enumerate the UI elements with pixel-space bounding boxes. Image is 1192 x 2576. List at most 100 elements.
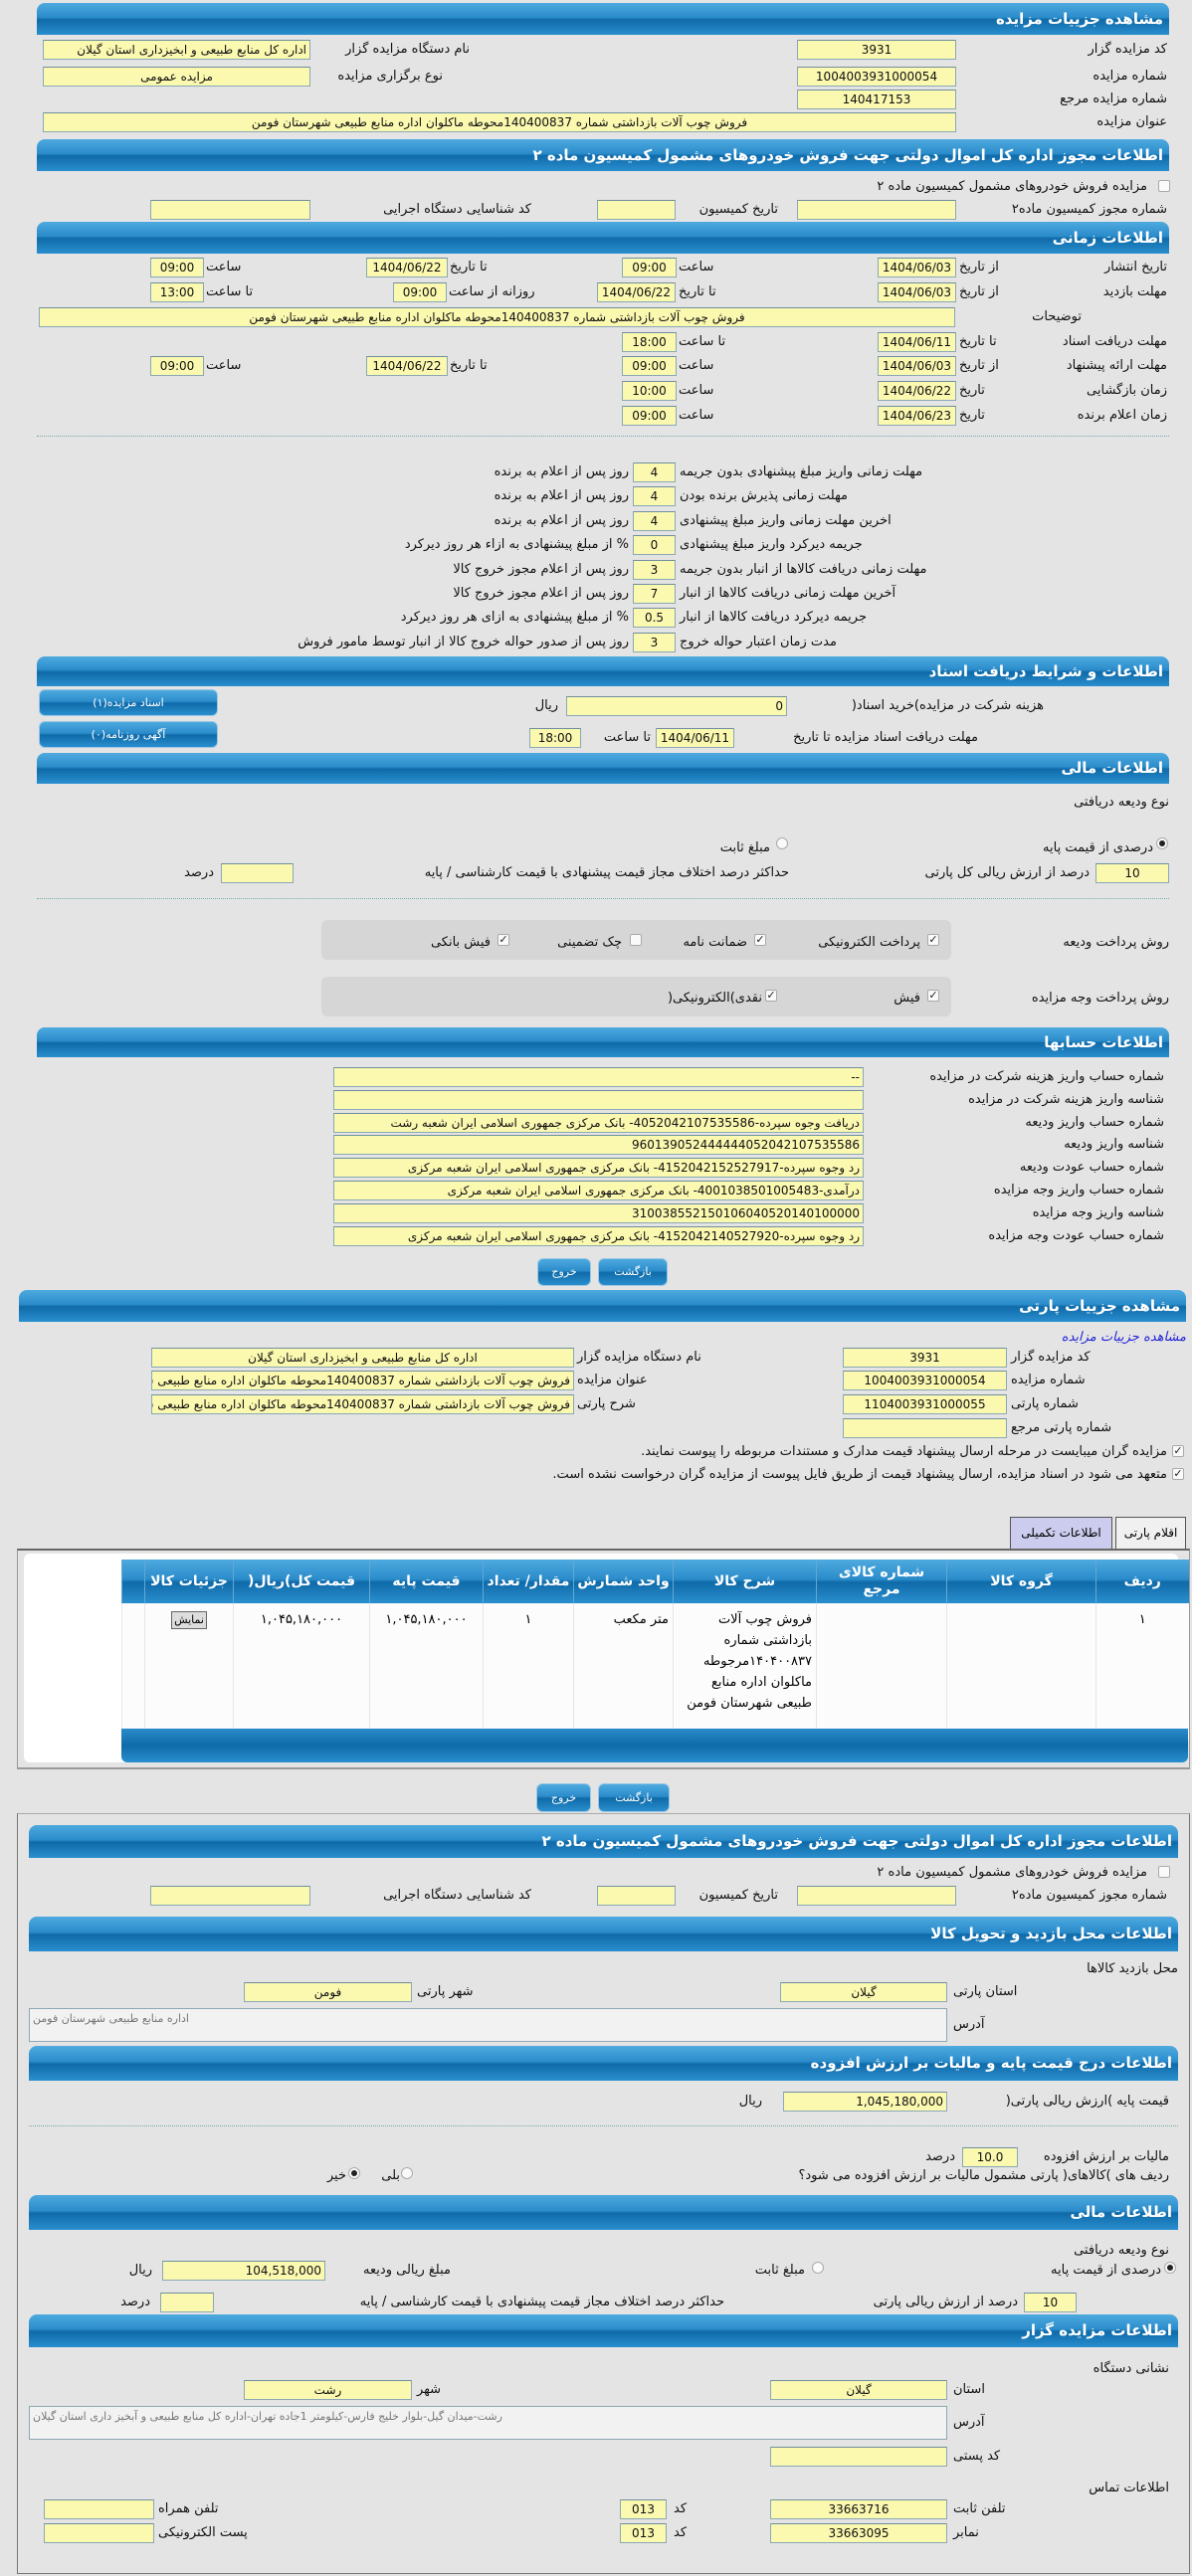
penalty-value-field[interactable]: 0.5 [633, 608, 676, 628]
date-field[interactable]: 1404/06/23 [878, 406, 956, 426]
time-field[interactable]: 18:00 [622, 332, 677, 352]
time-field[interactable]: 09:00 [622, 406, 677, 426]
time-field[interactable]: 13:00 [150, 282, 204, 302]
penalty-value-field[interactable]: 3 [633, 633, 676, 652]
back-button[interactable]: بازگشت [598, 1783, 670, 1812]
permit-number-field[interactable] [797, 200, 956, 220]
party-party_ref-field[interactable] [843, 1418, 1007, 1438]
vat-yes-radio[interactable] [401, 2167, 413, 2179]
permit-number-field[interactable] [797, 1886, 956, 1906]
email-field[interactable] [44, 2523, 154, 2543]
penalty-value-field[interactable]: 3 [633, 560, 676, 580]
max-diff-field[interactable] [221, 863, 294, 883]
commission-checkbox[interactable] [1158, 1866, 1170, 1878]
fax-code-field[interactable]: 013 [620, 2523, 667, 2543]
deposit-percent-radio[interactable] [1164, 2262, 1176, 2274]
back-button[interactable]: بازگشت [598, 1258, 668, 1286]
exit-button[interactable]: خروج [537, 1258, 591, 1286]
commission-checkbox[interactable] [1158, 180, 1170, 192]
province-field[interactable]: گیلان [770, 2380, 947, 2400]
auction-subject-field[interactable]: فروش چوب آلات بازداشتی شماره 140400837مح… [43, 112, 956, 132]
deposit-method-checkbox[interactable] [497, 934, 509, 946]
penalty-value-field[interactable]: 7 [633, 584, 676, 604]
account-field[interactable]: 310038552150106040520140100000 [333, 1203, 864, 1223]
party-party_no-field[interactable]: 1104003931000055 [843, 1394, 1007, 1414]
time-field[interactable]: 18:00 [529, 728, 581, 748]
penalty-value-field[interactable]: 4 [633, 486, 676, 506]
date-field[interactable]: 1404/06/03 [878, 282, 956, 302]
auction-ref-field[interactable]: 140417153 [797, 90, 956, 109]
auction-documents-button[interactable]: اسناد مزایده(۱) [39, 689, 218, 716]
time-field[interactable]: 09:00 [150, 258, 204, 277]
max-diff-field[interactable] [160, 2293, 214, 2312]
date-field[interactable]: 1404/06/03 [878, 258, 956, 277]
base-price-field[interactable]: 1,045,180,000 [783, 2092, 947, 2112]
phone-field[interactable]: 33663716 [770, 2499, 947, 2519]
vat-no-radio[interactable] [348, 2167, 360, 2179]
newspaper-ad-button[interactable]: آگهی روزنامه(۰) [39, 721, 218, 748]
date-field[interactable]: 1404/06/22 [878, 381, 956, 401]
payment-method-checkbox[interactable] [927, 990, 939, 1002]
date-field[interactable]: 1404/06/11 [656, 728, 734, 748]
date-field[interactable]: 1404/06/03 [878, 356, 956, 376]
city-field[interactable]: رشت [244, 2380, 412, 2400]
party-party_desc-field[interactable]: فروش چوب آلات بازداشتی شماره 140400837مح… [151, 1394, 574, 1414]
account-field[interactable]: دریافت وجوه سپرده-4052042107535586- بانک… [333, 1113, 864, 1133]
exit-button[interactable]: خروج [536, 1783, 591, 1812]
deposit-percent-field[interactable]: 10 [1024, 2293, 1077, 2312]
mobile-field[interactable] [44, 2499, 154, 2519]
description-field[interactable]: فروش چوب آلات بازداشتی شماره 140400837مح… [39, 307, 955, 327]
attachment-required-checkbox[interactable] [1172, 1445, 1184, 1457]
time-field[interactable]: 09:00 [622, 258, 677, 277]
date-field[interactable]: 1404/06/11 [878, 332, 956, 352]
address-field[interactable]: رشت-میدان گیل-بلوار خلیج فارس-کیلومتر 1ج… [29, 2406, 947, 2440]
exec-code-field[interactable] [150, 200, 310, 220]
auction-type-field[interactable]: مزایده عمومی [43, 67, 310, 87]
account-field[interactable]: 960139052444444052042107535586 [333, 1135, 864, 1155]
fax-field[interactable]: 33663095 [770, 2523, 947, 2543]
deposit-method-checkbox[interactable] [927, 934, 939, 946]
document-fee-field[interactable]: 0 [566, 696, 787, 716]
phone-code-field[interactable]: 013 [620, 2499, 667, 2519]
exec-code-field[interactable] [150, 1886, 310, 1906]
party-number-field[interactable]: 1004003931000054 [843, 1371, 1007, 1390]
party-province-field[interactable]: گیلان [780, 1982, 947, 2002]
auction-details-link[interactable]: مشاهده جزییات مزایده [1061, 1330, 1186, 1345]
party-address-field[interactable]: اداره منابع طبیعی شهرستان فومن [29, 2008, 947, 2042]
time-field[interactable]: 09:00 [150, 356, 204, 376]
account-field[interactable]: درآمدی-4001038501005483- بانک مرکزی جمهو… [333, 1181, 864, 1200]
auctioneer-name-field[interactable]: اداره کل منابع طبیعی و ابخیزداری استان گ… [43, 40, 310, 60]
time-field[interactable]: 09:00 [393, 282, 447, 302]
party-city-field[interactable]: فومن [244, 1982, 412, 2002]
penalty-value-field[interactable]: 4 [633, 511, 676, 531]
date-field[interactable]: 1404/06/22 [366, 356, 448, 376]
attachment-not-requested-checkbox[interactable] [1172, 1468, 1184, 1480]
deposit-amount-field[interactable]: 104,518,000 [162, 2261, 325, 2281]
deposit-percent-radio[interactable] [1156, 837, 1168, 849]
party-org-field[interactable]: اداره کل منابع طبیعی و ابخیزداری استان گ… [151, 1348, 574, 1368]
deposit-fixed-radio[interactable] [776, 837, 788, 849]
account-field[interactable]: رد وجوه سپرده-4152042140527920- بانک مرک… [333, 1226, 864, 1246]
date-field[interactable]: 1404/06/22 [366, 258, 448, 277]
postal-code-field[interactable] [770, 2447, 947, 2467]
account-field[interactable]: رد وجوه سپرده-4152042152527917- بانک مرک… [333, 1158, 864, 1178]
account-field[interactable]: -- [333, 1067, 864, 1087]
deposit-percent-field[interactable]: 10 [1095, 863, 1169, 883]
party-subject-field[interactable]: فروش چوب آلات بازداشتی شماره 140400837مح… [151, 1371, 574, 1390]
party-code-field[interactable]: 3931 [843, 1348, 1007, 1368]
time-field[interactable]: 10:00 [622, 381, 677, 401]
time-field[interactable]: 09:00 [622, 356, 677, 376]
payment-method-checkbox[interactable] [765, 990, 777, 1002]
vat-field[interactable]: 10.0 [962, 2147, 1018, 2167]
deposit-fixed-radio[interactable] [812, 2262, 824, 2274]
date-field[interactable]: 1404/06/22 [597, 282, 676, 302]
penalty-value-field[interactable]: 4 [633, 462, 676, 482]
show-details-button[interactable]: نمایش [171, 1611, 207, 1629]
deposit-method-checkbox[interactable] [754, 934, 766, 946]
commission-date-field[interactable] [597, 1886, 676, 1906]
auction-code-field[interactable]: 3931 [797, 40, 956, 60]
tab-supplementary-info[interactable]: اطلاعات تکمیلی [1010, 1517, 1112, 1549]
commission-date-field[interactable] [597, 200, 676, 220]
deposit-method-checkbox[interactable] [630, 934, 642, 946]
auction-number-field[interactable]: 1004003931000054 [797, 67, 956, 87]
